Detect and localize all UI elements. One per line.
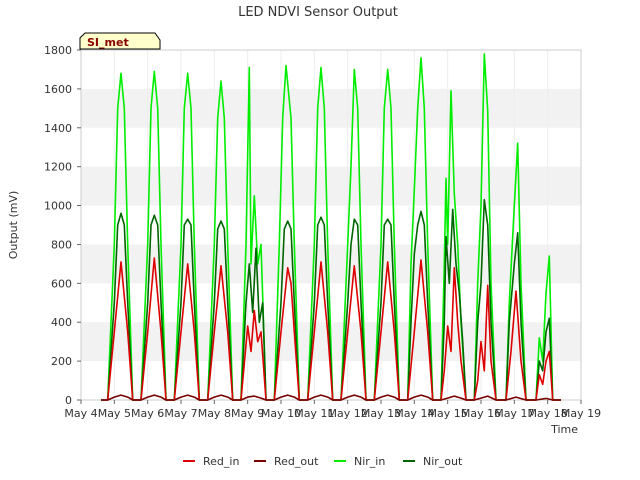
- grid-band: [81, 166, 581, 206]
- y-tick-label: 1000: [44, 200, 72, 213]
- x-tick-label: May 11: [294, 407, 334, 420]
- y-tick-label: 1600: [44, 83, 72, 96]
- x-tick-label: May 4: [64, 407, 97, 420]
- series-line-red-in: [101, 257, 561, 401]
- y-tick-label: 1800: [44, 44, 72, 57]
- x-tick-label: May 14: [394, 407, 434, 420]
- x-tick-label: May 19: [561, 407, 601, 420]
- grid-band: [81, 244, 581, 284]
- x-tick-label: May 17: [494, 407, 534, 420]
- series-layer: [101, 53, 561, 401]
- site-badge-label: SI_met: [87, 36, 129, 49]
- legend: Red_in Red_out Nir_in Nir_out: [183, 455, 463, 468]
- site-badge: SI_met: [79, 32, 161, 50]
- grid-bands: [81, 88, 581, 362]
- x-tick-label: May 13: [361, 407, 401, 420]
- x-tick-label: May 6: [131, 407, 164, 420]
- legend-label: Red_out: [274, 455, 319, 468]
- y-tick-label: 400: [51, 316, 72, 329]
- legend-label: Nir_out: [423, 455, 463, 468]
- legend-label: Nir_in: [354, 455, 385, 468]
- y-tick-label: 200: [51, 355, 72, 368]
- x-tick-label: May 10: [261, 407, 301, 420]
- x-tick-label: May 5: [98, 407, 131, 420]
- plot-frame: [80, 49, 582, 401]
- x-tick-label: May 9: [231, 407, 264, 420]
- x-tick-label: May 18: [528, 407, 568, 420]
- legend-label: Red_in: [203, 455, 239, 468]
- x-tick-label: May 7: [164, 407, 197, 420]
- y-tick-label: 600: [51, 277, 72, 290]
- y-axis-label: Output (mV): [7, 191, 20, 260]
- grid-band: [81, 88, 581, 128]
- x-tick-label: May 16: [461, 407, 501, 420]
- series-line-red-out: [101, 394, 561, 401]
- x-tick-label: May 15: [428, 407, 468, 420]
- y-tick-label: 1200: [44, 161, 72, 174]
- y-tick-label: 0: [65, 394, 72, 407]
- x-axis-label: Time: [550, 423, 578, 436]
- y-axis-ticks: 0 200 400 600 800 1000 1200 1400 1600 1800: [44, 44, 81, 407]
- y-tick-label: 800: [51, 238, 72, 251]
- x-tick-label: May 12: [328, 407, 368, 420]
- chart-title: LED NDVI Sensor Output: [238, 5, 398, 20]
- y-tick-label: 1400: [44, 122, 72, 135]
- x-tick-label: May 8: [198, 407, 231, 420]
